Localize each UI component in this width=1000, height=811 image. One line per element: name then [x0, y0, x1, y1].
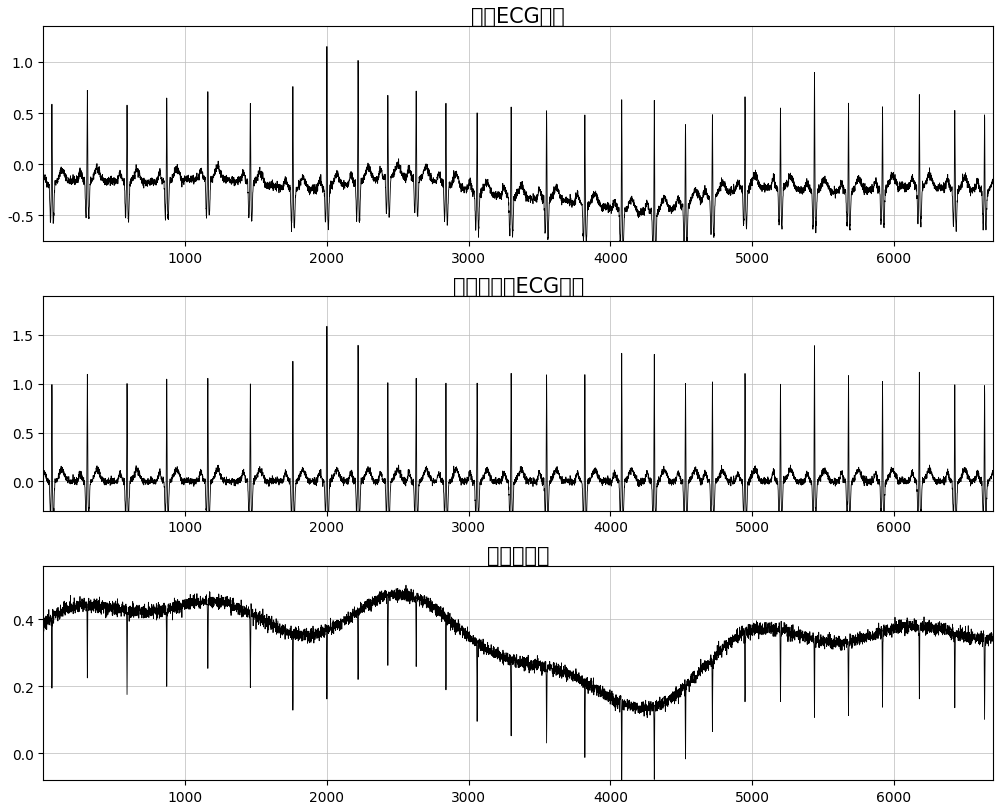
Title: 去除噪声的ECG信号: 去除噪声的ECG信号 [453, 277, 584, 296]
Title: 去除的噪声: 去除的噪声 [487, 546, 549, 566]
Title: 原始ECG信号: 原始ECG信号 [471, 7, 565, 27]
